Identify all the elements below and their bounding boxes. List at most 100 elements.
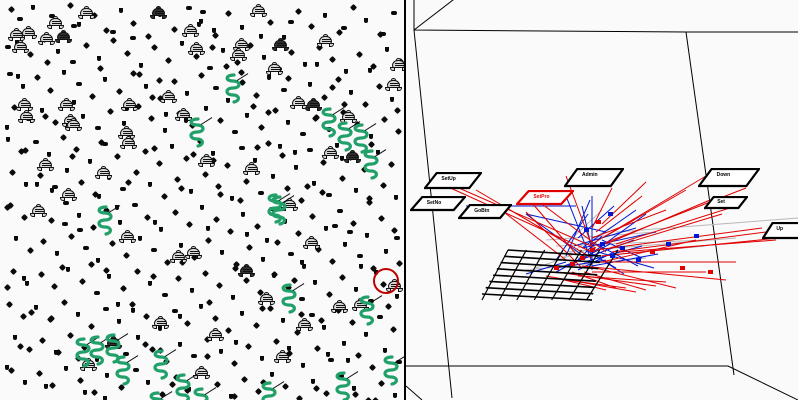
- squiggle-marker-icon[interactable]: [222, 73, 242, 104]
- turtle-agent-icon[interactable]: [37, 158, 54, 173]
- squiggle-marker-icon[interactable]: [318, 107, 338, 138]
- squiggle-marker-icon[interactable]: [380, 355, 400, 386]
- network-edge-red-14[interactable]: [495, 205, 567, 261]
- turtle-agent-icon[interactable]: [188, 42, 205, 57]
- network-edge-red-19[interactable]: [595, 267, 677, 289]
- network-node-plane-setno[interactable]: SetNo: [410, 196, 466, 212]
- network-node-marker-3[interactable]: [610, 254, 615, 258]
- squiggle-marker-icon[interactable]: [350, 123, 370, 154]
- network-node-marker-2[interactable]: [580, 256, 585, 260]
- turtle-agent-icon[interactable]: [331, 300, 348, 315]
- network-node-marker-15[interactable]: [608, 212, 613, 216]
- turtle-agent-icon[interactable]: [175, 108, 192, 123]
- turtle-agent-icon[interactable]: [95, 166, 112, 181]
- turtle-agent-icon[interactable]: [30, 204, 47, 219]
- network-edge-red-9[interactable]: [555, 271, 657, 287]
- turtle-agent-icon[interactable]: [16, 98, 33, 113]
- turtle-agent-icon[interactable]: [243, 162, 260, 177]
- network-node-plane-up[interactable]: Up: [762, 222, 798, 240]
- network-edge-gray-0[interactable]: [545, 231, 657, 241]
- squiggle-marker-icon[interactable]: [172, 373, 192, 400]
- squiggle-marker-icon[interactable]: [72, 337, 92, 368]
- turtle-agent-icon[interactable]: [18, 110, 35, 125]
- turtle-agent-icon[interactable]: [8, 28, 25, 43]
- network-node-marker-9[interactable]: [666, 242, 671, 246]
- network-edge-red-31[interactable]: [619, 239, 777, 253]
- network-node-plane-setup[interactable]: SetUp: [424, 172, 482, 190]
- network-edge-red-1[interactable]: [475, 189, 593, 259]
- turtle-agent-icon[interactable]: [303, 236, 320, 251]
- network-edge-red-18[interactable]: [609, 213, 723, 249]
- network-edge-blue-1[interactable]: [525, 213, 607, 233]
- network-edge-red-15[interactable]: [445, 185, 593, 253]
- squiggle-marker-icon[interactable]: [146, 391, 166, 400]
- squiggle-marker-icon[interactable]: [112, 355, 132, 386]
- network-node-plane-setpro[interactable]: SetPro: [516, 190, 574, 206]
- network-edge-red-24[interactable]: [611, 231, 767, 253]
- network-node-plane-down[interactable]: Down: [698, 168, 760, 188]
- squiggle-marker-icon[interactable]: [94, 205, 114, 236]
- squiggle-marker-icon[interactable]: [86, 335, 106, 366]
- network-node-marker-12[interactable]: [708, 270, 713, 274]
- turtle-agent-icon[interactable]: [182, 24, 199, 39]
- network-node-plane-set[interactable]: Set: [704, 196, 748, 210]
- turtle-agent-icon[interactable]: [120, 136, 137, 151]
- agent-world-2d-panel[interactable]: [0, 0, 404, 400]
- turtle-agent-icon[interactable]: [55, 30, 72, 45]
- squiggle-marker-icon[interactable]: [278, 283, 298, 314]
- turtle-agent-icon[interactable]: [390, 58, 404, 73]
- network-edge-blue-25[interactable]: [597, 251, 655, 269]
- network-node-marker-7[interactable]: [636, 258, 641, 262]
- turtle-agent-icon[interactable]: [233, 38, 250, 53]
- network-edge-red-17[interactable]: [601, 239, 697, 263]
- turtle-agent-icon[interactable]: [47, 16, 64, 31]
- network-node-plane-admin[interactable]: Admin: [564, 168, 624, 188]
- turtle-agent-icon[interactable]: [38, 32, 55, 47]
- network-edge-blue-5[interactable]: [581, 209, 637, 249]
- squiggle-marker-icon[interactable]: [102, 333, 122, 364]
- turtle-agent-icon[interactable]: [385, 78, 402, 93]
- network-node-marker-1[interactable]: [600, 242, 605, 246]
- turtle-agent-icon[interactable]: [207, 328, 224, 343]
- network-edge-red-29[interactable]: [605, 189, 687, 237]
- network-node-marker-14[interactable]: [596, 220, 601, 224]
- turtle-agent-icon[interactable]: [250, 4, 267, 19]
- turtle-agent-icon[interactable]: [290, 96, 307, 111]
- turtle-agent-icon[interactable]: [12, 40, 29, 55]
- network-node-marker-11[interactable]: [694, 234, 699, 238]
- network-node-marker-6[interactable]: [554, 266, 559, 270]
- network-edge-gray-1[interactable]: [555, 239, 707, 247]
- turtle-agent-icon[interactable]: [266, 62, 283, 77]
- turtle-agent-icon[interactable]: [160, 90, 177, 105]
- network-3d-canvas[interactable]: [406, 0, 798, 400]
- turtle-agent-icon[interactable]: [317, 34, 334, 49]
- network-node-marker-4[interactable]: [570, 262, 575, 266]
- network-node-marker-13[interactable]: [584, 228, 589, 232]
- turtle-agent-icon[interactable]: [170, 250, 187, 265]
- turtle-agent-icon[interactable]: [230, 48, 247, 63]
- turtle-agent-icon[interactable]: [296, 318, 313, 333]
- turtle-agent-icon[interactable]: [272, 38, 289, 53]
- squiggle-marker-icon[interactable]: [186, 117, 206, 148]
- network-edge-red-33[interactable]: [601, 181, 647, 225]
- network-edge-red-32[interactable]: [591, 187, 613, 229]
- network-3d-panel[interactable]: SetUp SetNo SetPro GoBtn Admin Down Up Set: [406, 0, 798, 400]
- turtle-agent-icon[interactable]: [344, 150, 361, 165]
- turtle-agent-icon[interactable]: [58, 98, 75, 113]
- network-edge-red-28[interactable]: [595, 195, 643, 233]
- squiggle-marker-icon[interactable]: [332, 371, 352, 400]
- turtle-agent-icon[interactable]: [60, 188, 77, 203]
- network-edge-red-3[interactable]: [565, 175, 593, 247]
- network-edge-blue-6[interactable]: [581, 231, 657, 249]
- squiggle-marker-icon[interactable]: [268, 195, 288, 226]
- turtle-agent-icon[interactable]: [193, 366, 210, 381]
- squiggle-marker-icon[interactable]: [356, 295, 376, 326]
- turtle-agent-icon[interactable]: [78, 6, 95, 21]
- turtle-agent-icon[interactable]: [322, 146, 339, 161]
- turtle-agent-icon[interactable]: [198, 154, 215, 169]
- network-node-marker-10[interactable]: [680, 266, 685, 270]
- squiggle-marker-icon[interactable]: [150, 349, 170, 380]
- turtle-agent-icon[interactable]: [274, 350, 291, 365]
- network-node-plane-gobtn[interactable]: GoBtn: [458, 204, 512, 220]
- network-node-marker-0[interactable]: [590, 248, 595, 252]
